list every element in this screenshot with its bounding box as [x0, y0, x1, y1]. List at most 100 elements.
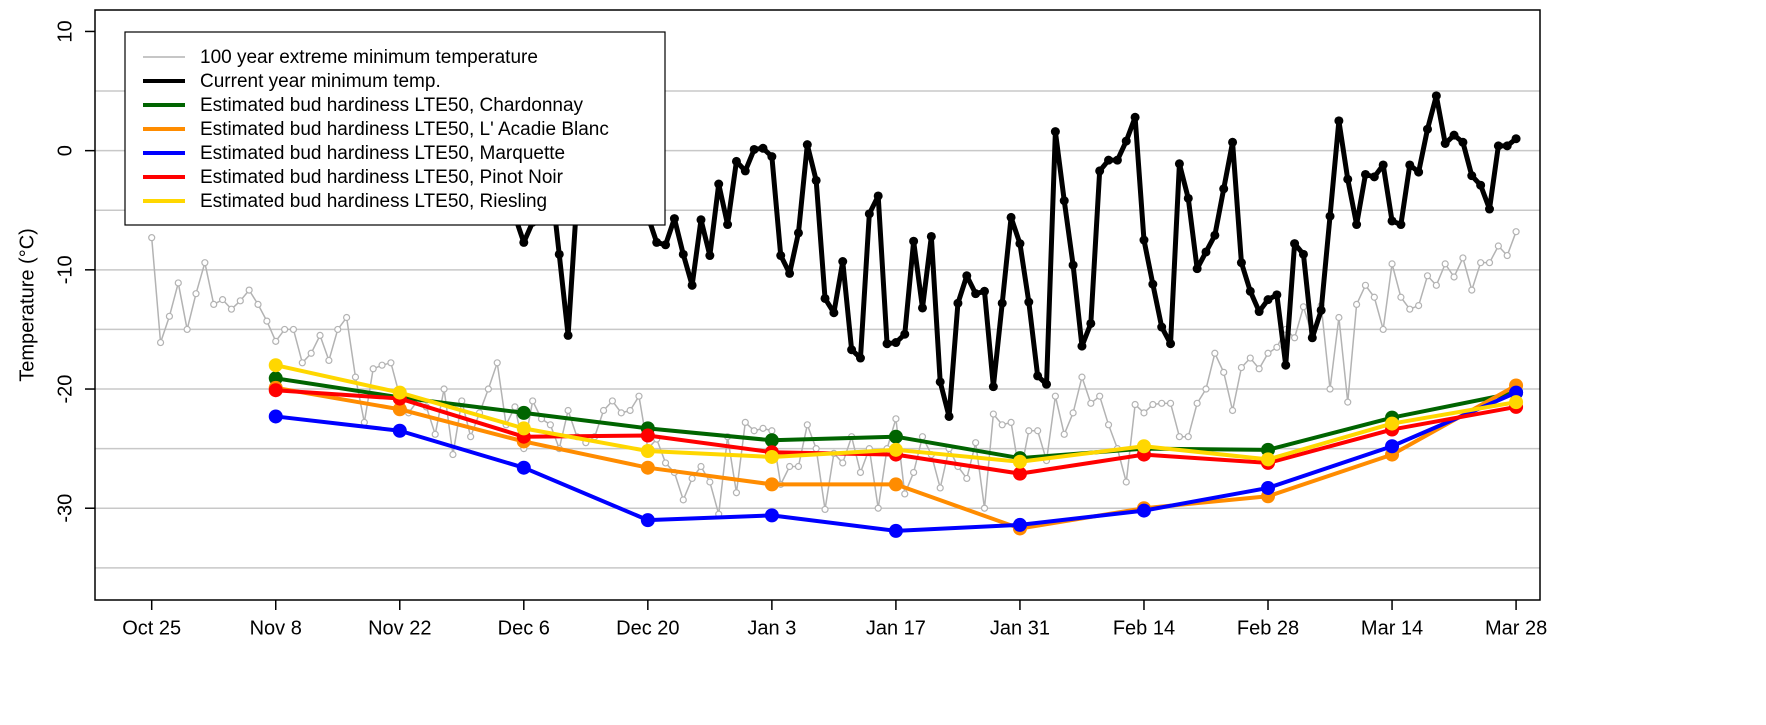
- data-point: [1219, 184, 1229, 194]
- data-point: [1025, 427, 1033, 435]
- data-point: [838, 256, 848, 266]
- data-point: [640, 428, 655, 443]
- data-point: [758, 143, 768, 153]
- data-point: [227, 305, 236, 313]
- legend-label: Current year minimum temp.: [200, 71, 441, 92]
- data-point: [1112, 155, 1122, 165]
- data-point: [640, 460, 655, 475]
- data-point: [245, 286, 253, 294]
- data-point: [449, 450, 457, 459]
- data-point: [856, 468, 865, 477]
- data-point: [723, 220, 733, 230]
- legend-label: Estimated bud hardiness LTE50, Pinot Noi…: [200, 167, 564, 188]
- data-point: [1379, 325, 1387, 334]
- data-point: [640, 513, 655, 528]
- legend-label: Estimated bud hardiness LTE50, L' Acadie…: [200, 119, 609, 140]
- data-point: [888, 523, 903, 538]
- data-point: [1059, 196, 1069, 206]
- x-tick-label: Jan 17: [866, 617, 926, 639]
- data-point: [369, 365, 377, 373]
- data-point: [732, 489, 741, 497]
- data-point: [351, 373, 360, 381]
- data-point: [936, 484, 944, 492]
- data-point: [1468, 286, 1476, 294]
- data-point: [467, 433, 475, 441]
- data-point: [1086, 318, 1096, 328]
- data-point: [1034, 427, 1042, 435]
- data-point: [263, 317, 271, 325]
- data-point: [926, 231, 936, 241]
- data-point: [236, 297, 244, 305]
- data-point: [192, 290, 200, 298]
- data-point: [1326, 385, 1334, 393]
- data-point: [802, 140, 812, 150]
- data-point: [764, 508, 779, 523]
- data-point: [696, 215, 706, 225]
- series-line: [275, 390, 1517, 533]
- data-point: [1193, 399, 1201, 407]
- data-point: [1273, 343, 1281, 351]
- data-point: [821, 505, 829, 514]
- data-point: [1485, 259, 1494, 267]
- legend-box: [124, 31, 666, 226]
- y-tick-label: 10: [54, 20, 76, 42]
- data-point: [811, 175, 821, 185]
- data-point: [1237, 363, 1246, 372]
- data-point: [1012, 454, 1027, 469]
- data-point: [679, 496, 687, 504]
- data-point: [1130, 112, 1140, 122]
- plot-frame: [94, 9, 1541, 601]
- data-point: [1104, 155, 1114, 165]
- data-point: [1263, 295, 1273, 305]
- data-point: [1406, 305, 1414, 313]
- data-point: [731, 156, 741, 166]
- data-point: [697, 462, 705, 471]
- data-point: [1485, 204, 1495, 214]
- data-point: [759, 424, 767, 432]
- data-point: [971, 289, 981, 299]
- data-point: [1307, 333, 1317, 343]
- data-point: [1220, 368, 1228, 376]
- y-tick-label: -10: [54, 255, 76, 284]
- data-point: [1139, 235, 1149, 245]
- data-point: [1422, 124, 1432, 134]
- data-point: [714, 179, 724, 189]
- data-point: [1050, 127, 1060, 137]
- data-point: [546, 421, 554, 429]
- data-point: [1095, 166, 1105, 176]
- data-point: [1397, 293, 1405, 301]
- data-point: [1148, 279, 1158, 289]
- data-point: [997, 298, 1007, 308]
- data-point: [794, 462, 803, 471]
- legend: 100 year extreme minimum temperature Curr…: [124, 31, 666, 226]
- data-point: [803, 421, 811, 429]
- data-point: [1254, 307, 1264, 317]
- data-point: [812, 445, 820, 453]
- data-point: [148, 234, 156, 242]
- data-point: [440, 385, 448, 393]
- data-point: [516, 405, 531, 420]
- data-point: [1385, 416, 1400, 431]
- data-point: [529, 397, 537, 405]
- data-point: [1325, 211, 1335, 221]
- data-point: [785, 462, 794, 471]
- x-tick-label: Feb 28: [1237, 617, 1299, 639]
- data-point: [1388, 260, 1396, 268]
- data-point: [1184, 433, 1192, 441]
- data-point: [519, 237, 529, 247]
- data-point: [640, 444, 655, 459]
- data-point: [1087, 399, 1095, 407]
- data-point: [1361, 281, 1370, 289]
- data-point: [1131, 400, 1139, 409]
- data-point: [705, 251, 715, 261]
- y-axis-label: Temperature (°C): [16, 228, 38, 382]
- data-point: [272, 337, 280, 345]
- data-point: [776, 251, 786, 261]
- data-point: [1175, 433, 1184, 441]
- data-point: [1335, 313, 1343, 322]
- data-point: [1415, 301, 1423, 310]
- data-point: [1201, 247, 1211, 257]
- data-point: [882, 339, 892, 349]
- data-point: [972, 439, 980, 447]
- data-point: [1477, 259, 1485, 267]
